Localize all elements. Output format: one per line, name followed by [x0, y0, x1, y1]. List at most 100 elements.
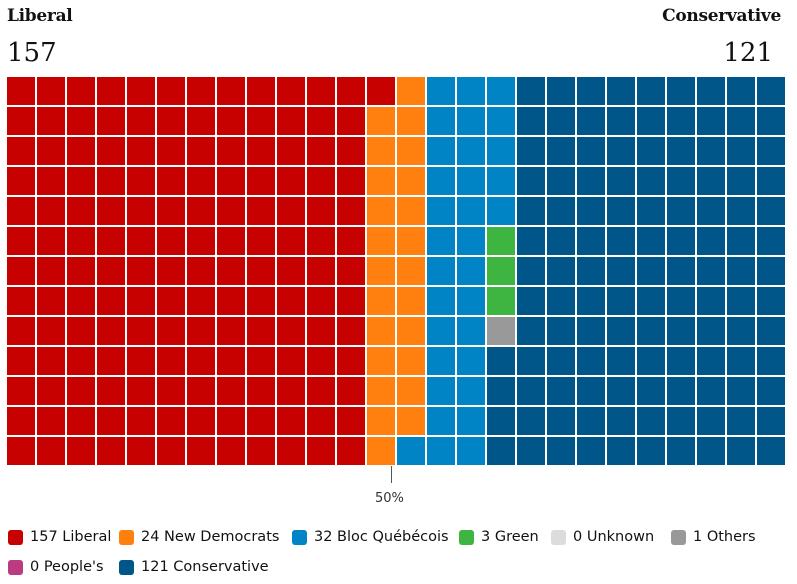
- seat-liberal: [7, 197, 35, 225]
- seat-liberal: [337, 317, 365, 345]
- legend-label-green: 3 Green: [481, 529, 539, 545]
- seat-liberal: [127, 137, 155, 165]
- seat-conservative: [517, 407, 545, 435]
- seat-conservative: [667, 227, 695, 255]
- seat-conservative: [727, 287, 755, 315]
- seat-conservative: [637, 77, 665, 105]
- seat-conservative: [667, 257, 695, 285]
- seat-liberal: [307, 197, 335, 225]
- seat-liberal: [67, 287, 95, 315]
- seat-bloc: [457, 137, 485, 165]
- seat-liberal: [187, 407, 215, 435]
- seat-liberal: [337, 437, 365, 465]
- seat-liberal: [187, 77, 215, 105]
- seat-waffle-chart: [7, 77, 785, 465]
- seat-green: [487, 287, 515, 315]
- seat-ndp: [397, 77, 425, 105]
- seat-conservative: [487, 437, 515, 465]
- seat-ndp: [367, 407, 395, 435]
- seat-liberal: [277, 317, 305, 345]
- legend-label-ndp: 24 New Democrats: [141, 529, 280, 545]
- seat-conservative: [577, 257, 605, 285]
- seat-liberal: [157, 137, 185, 165]
- seat-liberal: [7, 107, 35, 135]
- seat-conservative: [637, 377, 665, 405]
- seat-liberal: [217, 227, 245, 255]
- seat-conservative: [727, 347, 755, 375]
- seat-liberal: [337, 107, 365, 135]
- seat-conservative: [547, 107, 575, 135]
- seat-liberal: [217, 287, 245, 315]
- seat-liberal: [37, 257, 65, 285]
- seat-liberal: [277, 287, 305, 315]
- seat-liberal: [97, 287, 125, 315]
- seat-bloc: [427, 287, 455, 315]
- seat-conservative: [757, 107, 785, 135]
- seat-conservative: [577, 437, 605, 465]
- seat-liberal: [157, 287, 185, 315]
- seat-bloc: [427, 197, 455, 225]
- seat-liberal: [67, 437, 95, 465]
- seat-liberal: [217, 407, 245, 435]
- seat-liberal: [247, 377, 275, 405]
- seat-ndp: [367, 377, 395, 405]
- seat-conservative: [547, 197, 575, 225]
- seat-conservative: [727, 257, 755, 285]
- seat-conservative: [667, 437, 695, 465]
- seat-conservative: [727, 77, 755, 105]
- seat-liberal: [7, 347, 35, 375]
- seat-liberal: [127, 347, 155, 375]
- seat-bloc: [457, 197, 485, 225]
- seat-liberal: [157, 197, 185, 225]
- seat-liberal: [217, 77, 245, 105]
- seat-liberal: [337, 257, 365, 285]
- seat-liberal: [367, 77, 395, 105]
- seat-bloc: [457, 107, 485, 135]
- seat-liberal: [97, 377, 125, 405]
- seat-liberal: [187, 437, 215, 465]
- seat-liberal: [97, 347, 125, 375]
- seat-conservative: [667, 107, 695, 135]
- seat-liberal: [157, 407, 185, 435]
- seat-liberal: [217, 197, 245, 225]
- seat-conservative: [667, 287, 695, 315]
- seat-liberal: [37, 407, 65, 435]
- seat-conservative: [547, 287, 575, 315]
- seat-bloc: [457, 377, 485, 405]
- seat-liberal: [187, 167, 215, 195]
- seat-conservative: [727, 377, 755, 405]
- seat-conservative: [517, 287, 545, 315]
- seat-liberal: [157, 437, 185, 465]
- seat-ndp: [397, 227, 425, 255]
- seat-conservative: [517, 377, 545, 405]
- seat-liberal: [217, 107, 245, 135]
- seat-liberal: [157, 347, 185, 375]
- seat-conservative: [487, 377, 515, 405]
- seat-conservative: [637, 257, 665, 285]
- seat-conservative: [637, 137, 665, 165]
- legend-item-ndp: 24 New Democrats: [119, 529, 279, 545]
- seat-liberal: [127, 377, 155, 405]
- seat-liberal: [127, 77, 155, 105]
- seat-conservative: [757, 227, 785, 255]
- seat-conservative: [607, 317, 635, 345]
- seat-liberal: [37, 227, 65, 255]
- seat-bloc: [397, 437, 425, 465]
- seat-liberal: [37, 197, 65, 225]
- seat-bloc: [457, 317, 485, 345]
- seat-liberal: [157, 167, 185, 195]
- seat-liberal: [127, 437, 155, 465]
- seat-liberal: [247, 137, 275, 165]
- seat-liberal: [157, 107, 185, 135]
- seat-liberal: [217, 257, 245, 285]
- seat-liberal: [217, 377, 245, 405]
- seat-ndp: [367, 347, 395, 375]
- seat-conservative: [547, 137, 575, 165]
- seat-liberal: [277, 257, 305, 285]
- seat-ndp: [397, 197, 425, 225]
- seat-bloc: [457, 227, 485, 255]
- seat-liberal: [127, 257, 155, 285]
- seat-conservative: [487, 407, 515, 435]
- seat-bloc: [457, 257, 485, 285]
- seat-conservative: [517, 317, 545, 345]
